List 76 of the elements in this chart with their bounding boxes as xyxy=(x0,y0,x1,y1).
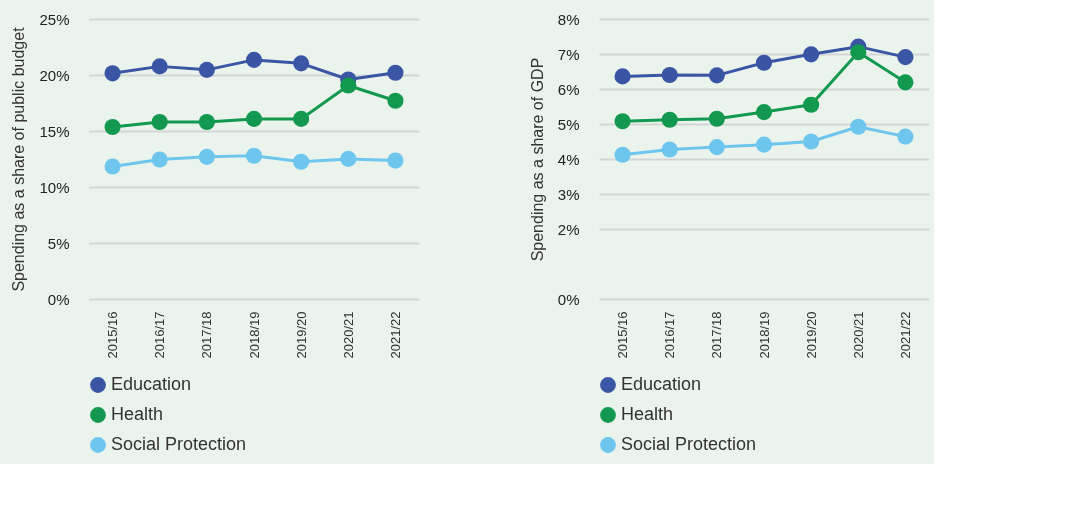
point xyxy=(340,150,357,167)
x-tick-label: 2017/18 xyxy=(199,311,215,359)
point xyxy=(803,46,820,63)
point xyxy=(151,58,168,75)
y-tick-label: 7% xyxy=(557,45,580,63)
x-tick-label: 2020/21 xyxy=(340,311,356,359)
point xyxy=(803,133,820,150)
point xyxy=(614,113,631,130)
legend-label: Health xyxy=(621,404,674,424)
x-tick-label: 2016/17 xyxy=(152,311,168,359)
point xyxy=(104,158,121,175)
point xyxy=(387,92,404,109)
y-tick-label: 25% xyxy=(39,10,70,28)
point xyxy=(151,151,168,168)
point xyxy=(198,61,215,78)
y-tick-label: 6% xyxy=(557,80,580,98)
y-axis-title: Spending as a share of public budget xyxy=(10,26,28,292)
point xyxy=(198,113,215,131)
point xyxy=(708,67,725,84)
y-tick-label: 8% xyxy=(557,10,580,28)
point xyxy=(661,141,678,158)
point xyxy=(387,64,404,81)
y-tick-label: 0% xyxy=(557,290,580,308)
point xyxy=(387,152,404,169)
x-tick-label: 2015/16 xyxy=(615,311,631,359)
point xyxy=(151,113,168,131)
point xyxy=(803,96,820,113)
y-tick-label: 2% xyxy=(557,220,580,238)
point xyxy=(198,148,215,165)
x-tick-label: 2017/18 xyxy=(709,311,725,359)
x-tick-label: 2021/22 xyxy=(897,311,913,359)
x-tick-label: 2021/22 xyxy=(387,311,403,359)
legend-label: Social Protection xyxy=(111,434,247,454)
legend-label: Education xyxy=(111,374,192,394)
point xyxy=(293,110,310,127)
point xyxy=(708,110,725,127)
y-tick-label: 4% xyxy=(557,150,580,168)
point xyxy=(293,55,310,72)
y-tick-label: 5% xyxy=(557,115,580,133)
point xyxy=(755,54,773,71)
y-tick-label: 10% xyxy=(39,178,70,196)
point xyxy=(897,128,914,145)
point xyxy=(614,146,631,163)
legend-label: Health xyxy=(111,404,164,424)
x-tick-label: 2016/17 xyxy=(662,311,678,359)
point xyxy=(897,74,914,91)
point xyxy=(897,49,914,66)
y-axis-title: Spending as a share of GDP xyxy=(528,57,546,262)
point xyxy=(245,147,263,164)
point xyxy=(755,104,773,121)
point xyxy=(340,77,357,94)
y-tick-label: 0% xyxy=(47,290,70,308)
point xyxy=(104,118,121,136)
point xyxy=(104,65,121,82)
point xyxy=(850,118,867,135)
x-tick-label: 2019/20 xyxy=(803,311,819,359)
point xyxy=(850,44,867,61)
x-tick-label: 2018/19 xyxy=(246,311,262,359)
legend-label: Social Protection xyxy=(621,434,757,454)
point xyxy=(614,68,631,85)
point xyxy=(293,153,310,170)
x-tick-label: 2015/16 xyxy=(105,311,121,359)
point xyxy=(661,111,678,128)
y-tick-label: 15% xyxy=(39,122,70,140)
point xyxy=(245,110,263,127)
point xyxy=(755,136,773,153)
point xyxy=(245,51,263,68)
y-tick-label: 5% xyxy=(47,234,70,252)
x-tick-label: 2018/19 xyxy=(756,311,772,359)
point xyxy=(708,139,725,156)
legend-label: Education xyxy=(621,374,702,394)
y-tick-label: 20% xyxy=(39,66,70,84)
point xyxy=(661,66,678,84)
x-tick-label: 2019/20 xyxy=(293,311,309,359)
x-tick-label: 2020/21 xyxy=(850,311,866,359)
y-tick-label: 3% xyxy=(557,185,580,203)
